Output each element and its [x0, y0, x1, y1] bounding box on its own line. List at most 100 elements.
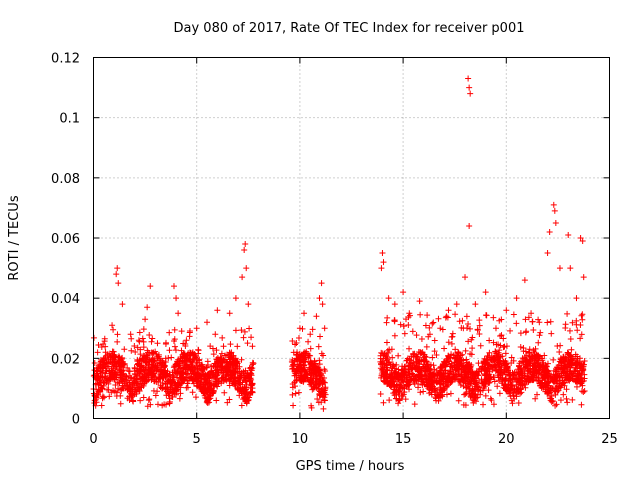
data-point: [117, 392, 124, 399]
data-point: [154, 340, 161, 347]
data-point: [556, 265, 563, 272]
data-point: [209, 369, 216, 376]
y-tick-labels: 0 0.02 0.04 0.06 0.08 0.1 0.12: [51, 52, 80, 428]
data-point: [384, 375, 391, 382]
data-point: [530, 327, 537, 334]
data-point: [228, 374, 235, 381]
data-point: [428, 374, 435, 381]
data-point: [505, 381, 512, 388]
data-point: [119, 301, 126, 308]
data-point: [472, 301, 479, 308]
data-point: [469, 373, 476, 380]
data-point: [535, 316, 542, 323]
data-point: [192, 352, 199, 359]
data-point: [114, 265, 121, 272]
data-point: [377, 391, 384, 398]
data-point: [383, 319, 390, 326]
data-point: [189, 375, 196, 382]
data-point: [510, 376, 517, 383]
axis-ticks: [93, 57, 610, 419]
data-point: [378, 367, 385, 374]
data-point: [305, 352, 312, 359]
data-point: [203, 364, 210, 371]
data-point: [523, 352, 530, 359]
data-point: [441, 345, 448, 352]
data-point: [226, 378, 233, 385]
data-point: [110, 375, 117, 382]
data-point: [574, 327, 581, 334]
data-point: [514, 385, 521, 392]
data-point: [429, 378, 436, 385]
data-point: [494, 383, 501, 390]
data-point: [426, 324, 433, 331]
data-point: [232, 327, 239, 334]
scatter-points: [90, 75, 588, 412]
data-point: [431, 385, 438, 392]
data-point: [578, 331, 585, 338]
data-point: [517, 330, 524, 337]
data-point: [546, 228, 553, 235]
data-point: [106, 393, 113, 400]
data-point: [198, 362, 205, 369]
data-point: [220, 343, 227, 350]
data-point: [568, 362, 575, 369]
data-point: [187, 361, 194, 368]
data-point: [150, 387, 157, 394]
data-point: [94, 349, 101, 356]
data-point: [97, 379, 104, 386]
data-point: [478, 376, 485, 383]
data-point: [246, 325, 253, 332]
data-point: [122, 376, 129, 383]
data-point: [183, 353, 190, 360]
data-point: [104, 352, 111, 359]
data-point: [113, 271, 120, 278]
data-point: [383, 370, 390, 377]
data-point: [187, 349, 194, 356]
data-point: [565, 375, 572, 382]
data-point: [318, 399, 325, 406]
data-point: [316, 357, 323, 364]
data-point: [404, 357, 411, 364]
data-point: [111, 362, 118, 369]
data-point: [182, 341, 189, 348]
data-point: [452, 346, 459, 353]
data-point: [313, 313, 320, 320]
data-point: [453, 301, 460, 308]
data-point: [321, 397, 328, 404]
data-point: [151, 378, 158, 385]
data-point: [522, 348, 529, 355]
data-point: [492, 348, 499, 355]
data-point: [384, 367, 391, 374]
y-tick-label: 0.08: [51, 172, 80, 187]
data-point: [249, 359, 256, 366]
data-point: [294, 366, 301, 373]
x-axis-label: GPS time / hours: [296, 459, 405, 474]
data-point: [517, 370, 524, 377]
data-point: [199, 386, 206, 393]
data-point: [448, 340, 455, 347]
data-point: [384, 361, 391, 368]
data-point: [187, 366, 194, 373]
data-point: [477, 391, 484, 398]
data-point: [97, 373, 104, 380]
data-point: [226, 396, 233, 403]
data-point: [544, 367, 551, 374]
data-point: [203, 399, 210, 406]
data-point: [239, 274, 246, 281]
data-point: [121, 346, 128, 353]
data-point: [385, 295, 392, 302]
data-point: [467, 350, 474, 357]
data-point: [521, 277, 528, 284]
data-point: [100, 382, 107, 389]
data-point: [405, 381, 412, 388]
data-point: [522, 316, 529, 323]
data-point: [116, 380, 123, 387]
data-point: [172, 361, 179, 368]
data-point: [193, 325, 200, 332]
data-point: [301, 374, 308, 381]
data-point: [230, 363, 237, 370]
data-point: [205, 394, 212, 401]
data-point: [431, 337, 438, 344]
data-point: [437, 325, 444, 332]
data-point: [94, 391, 101, 398]
